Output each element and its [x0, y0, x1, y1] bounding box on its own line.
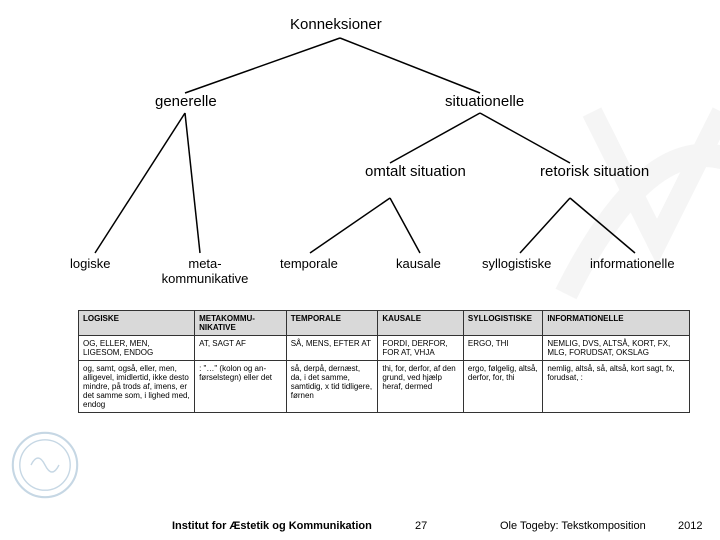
university-seal	[10, 430, 80, 500]
cell: ergo, følgelig, altså, derfor, for, thi	[463, 361, 542, 413]
tree-node-situationelle: situationelle	[445, 93, 524, 110]
cell: og, samt, også, eller, men, alligevel, i…	[79, 361, 195, 413]
cell: OG, ELLER, MEN, LIGESOM, ENDOG	[79, 336, 195, 361]
cell: : "…" (kolon og an­førselstegn) eller de…	[195, 361, 287, 413]
cell: nemlig, altså, så, altså, kort sagt, fx,…	[543, 361, 690, 413]
footer-page-number: 27	[415, 520, 427, 532]
tree-branches	[60, 8, 700, 298]
slide: Konneksioner generelle situationelle omt…	[0, 0, 720, 540]
tree-node-retorisk: retorisk situation	[540, 163, 610, 180]
tree-leaf-metakommunikative: meta- kommunikative	[155, 256, 255, 286]
cell: NEMLIG, DVS, ALTSÅ, KORT, FX, MLG, FOR­U…	[543, 336, 690, 361]
connectives-table: LOGISKE METAKOMMU­NIKATIVE TEMPORALE KAU…	[78, 310, 690, 413]
footer-author: Ole Togeby: Tekstkomposition	[500, 520, 646, 532]
th-syllogistiske: SYLLOGI­STISKE	[463, 311, 542, 336]
th-kausale: KAUSALE	[378, 311, 464, 336]
cell: AT, SAGT AF	[195, 336, 287, 361]
tree-node-omtalt: omtalt situation	[365, 163, 425, 180]
table-row: OG, ELLER, MEN, LIGESOM, ENDOG AT, SAGT …	[79, 336, 690, 361]
tree-leaf-syllogistiske: syllogistiske	[482, 256, 551, 271]
cell: ERGO, THI	[463, 336, 542, 361]
footer-institute: Institut for Æstetik og Kommunikation	[172, 520, 372, 532]
tree-leaf-informationelle: informationelle	[590, 256, 675, 271]
table-header-row: LOGISKE METAKOMMU­NIKATIVE TEMPORALE KAU…	[79, 311, 690, 336]
tree-leaf-logiske: logiske	[70, 256, 110, 271]
tree-diagram: Konneksioner generelle situationelle omt…	[60, 8, 700, 298]
cell: FORDI, DERFOR, FOR AT, VHJA	[378, 336, 464, 361]
footer-year: 2012	[678, 520, 702, 532]
slide-footer: Institut for Æstetik og Kommunikation 27…	[0, 512, 720, 540]
th-metakommunikative: METAKOMMU­NIKATIVE	[195, 311, 287, 336]
cell: så, derpå, der­næst, da, i det samme, sa…	[286, 361, 378, 413]
tree-leaf-temporale: temporale	[280, 256, 338, 271]
th-logiske: LOGISKE	[79, 311, 195, 336]
tree-node-generelle: generelle	[155, 93, 217, 110]
table-row: og, samt, også, eller, men, alligevel, i…	[79, 361, 690, 413]
tree-root: Konneksioner	[290, 16, 382, 33]
th-temporale: TEMPORALE	[286, 311, 378, 336]
th-informationelle: INFORMATIONELLE	[543, 311, 690, 336]
tree-leaf-kausale: kausale	[396, 256, 441, 271]
cell: thi, for, der­for, af den grund, ved hjæ…	[378, 361, 464, 413]
cell: SÅ, MENS, EFTER AT	[286, 336, 378, 361]
